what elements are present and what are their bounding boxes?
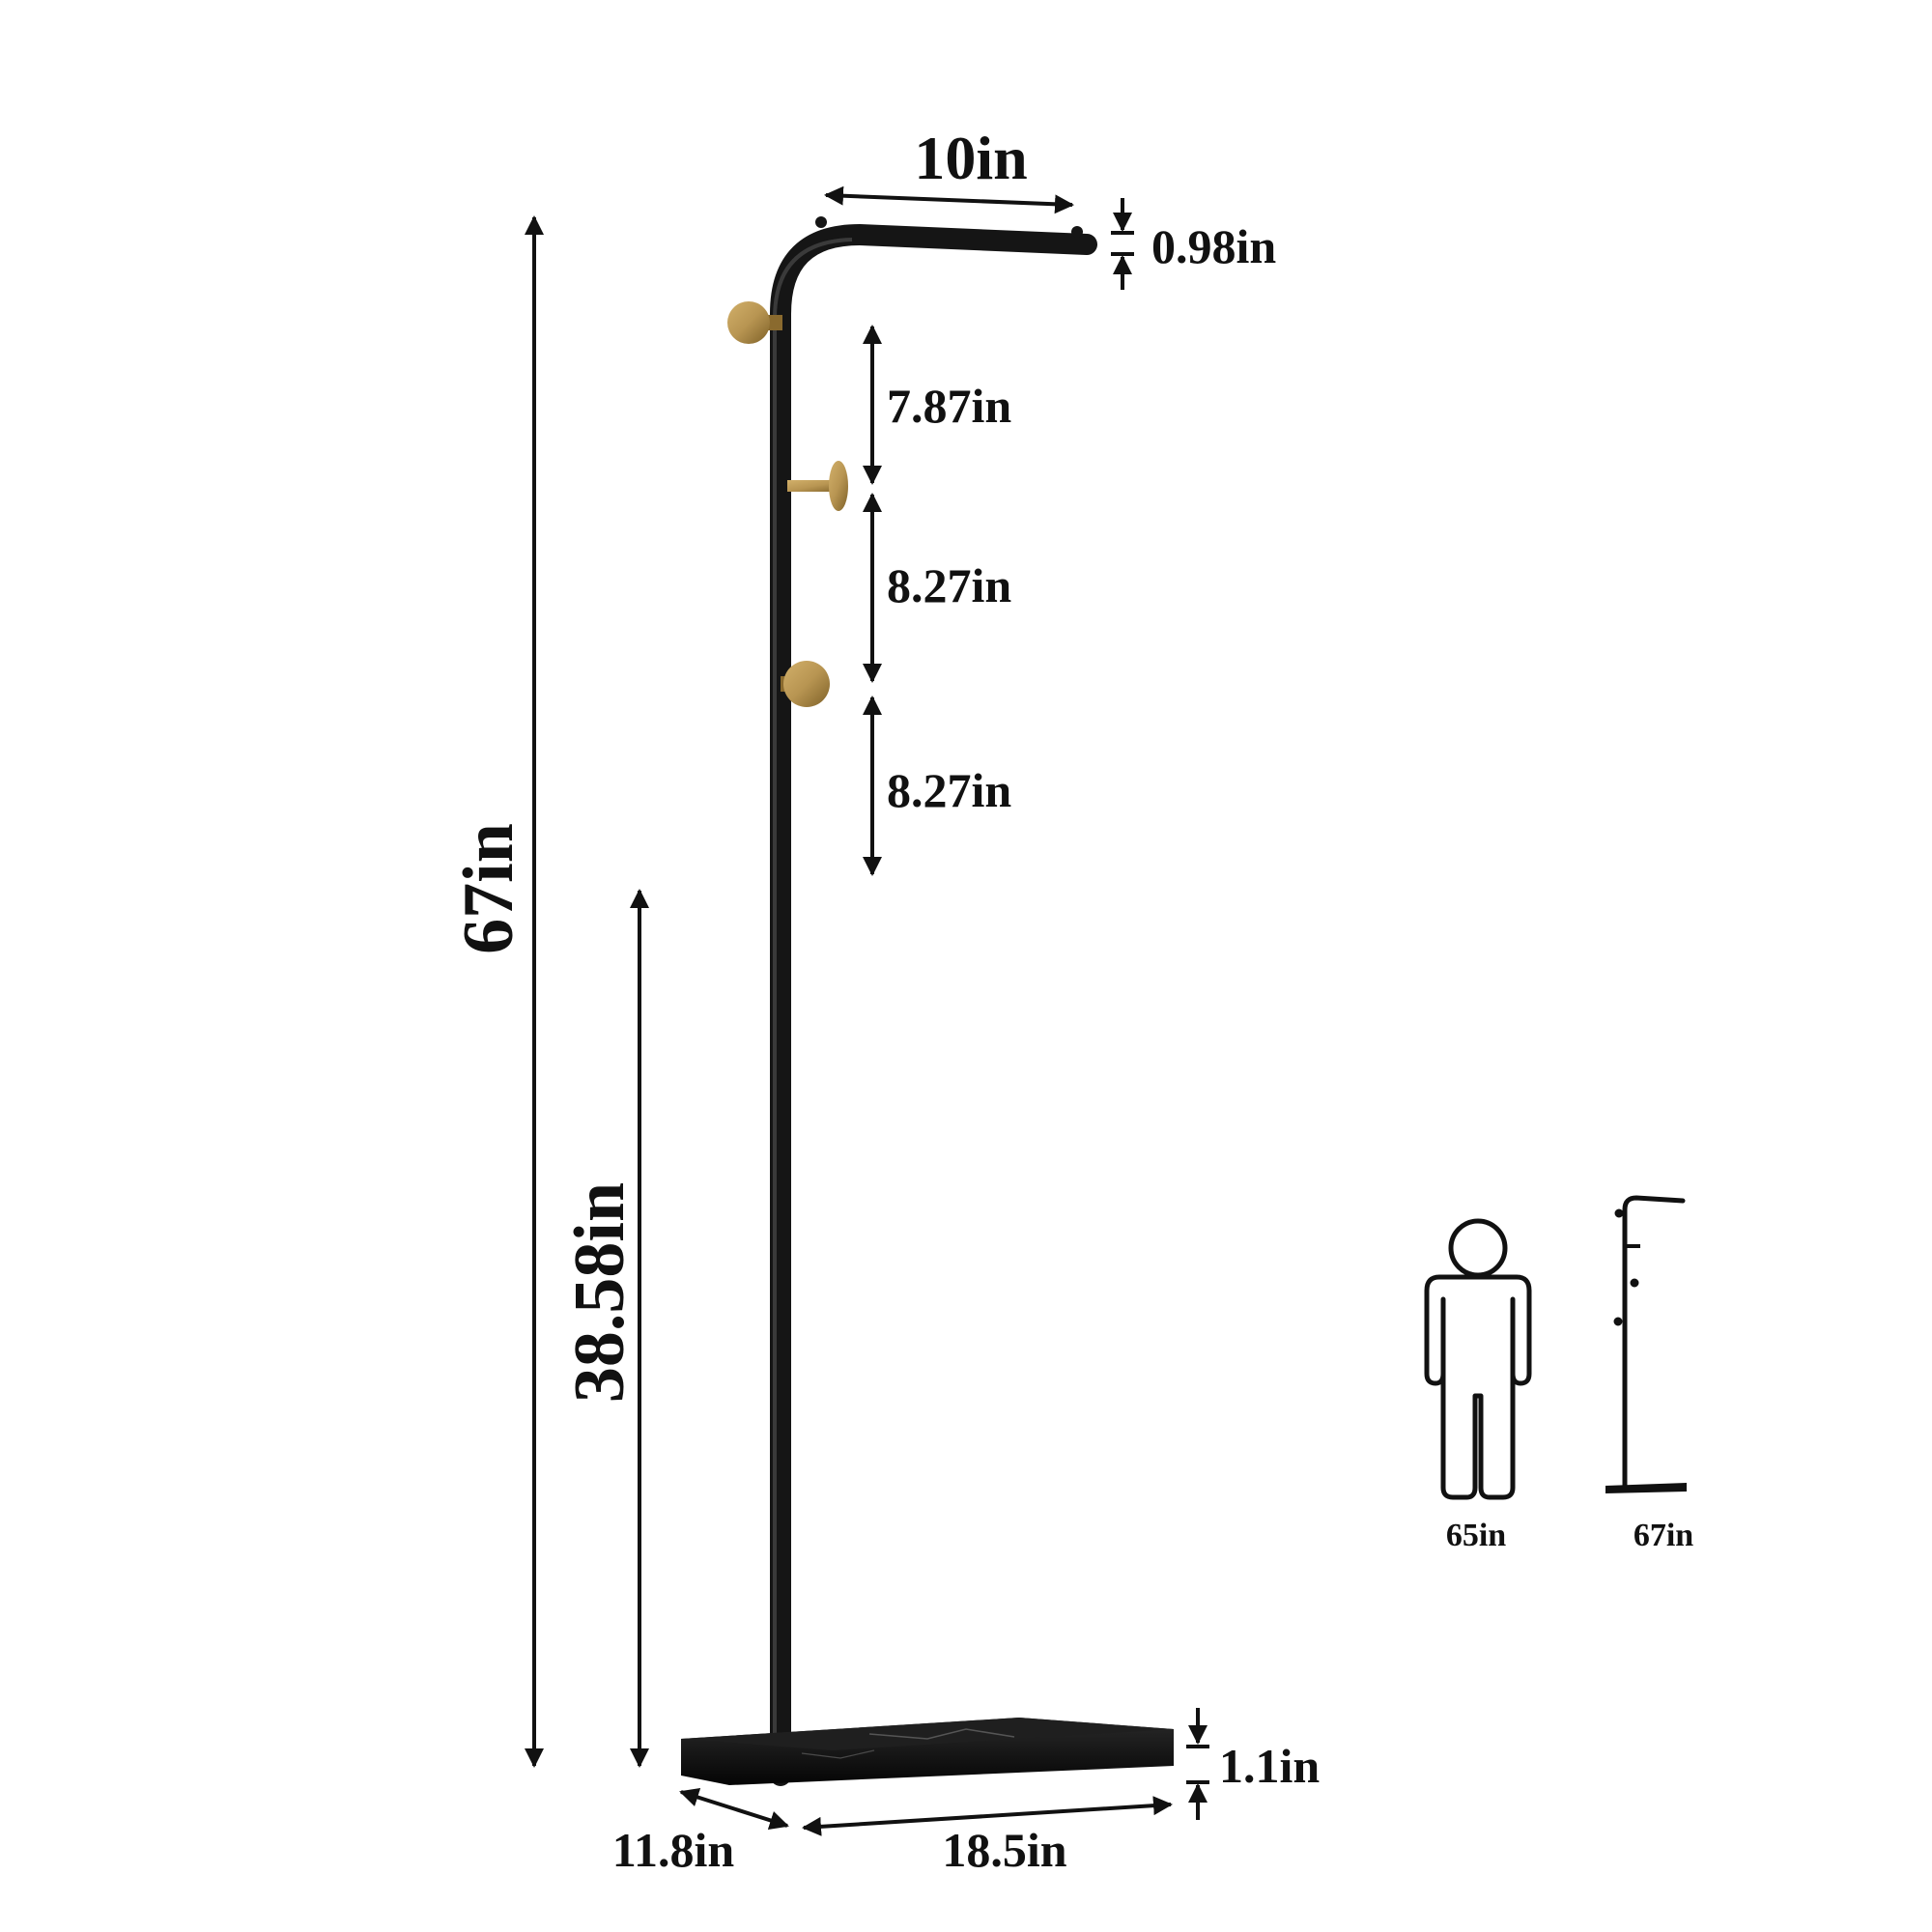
label-person-height: 65in: [1446, 1518, 1506, 1553]
arm-knob-left: [815, 216, 827, 228]
label-rack-height: 67in: [1634, 1518, 1693, 1553]
label-base-width: 18.5in: [942, 1823, 1066, 1877]
label-total-height: 67in: [449, 823, 528, 954]
rack-pole: [770, 224, 1097, 1786]
mini-coat-rack-icon: [1605, 1195, 1687, 1493]
rack-base: [681, 1718, 1174, 1785]
hook-middle: [787, 461, 848, 511]
label-hook-gap-1: 7.87in: [887, 379, 1011, 433]
arrow-base-depth: [679, 1787, 789, 1831]
label-hook-gap-3: 8.27in: [887, 763, 1011, 817]
label-arm-thickness: 0.98in: [1151, 219, 1276, 273]
coat-rack: [681, 216, 1174, 1786]
size-comparison: 65in 67in: [1424, 1195, 1693, 1553]
person-icon: [1424, 1218, 1532, 1500]
dimension-labels: 10in 0.98in 7.87in 8.27in 8.27in 67in 38…: [449, 124, 1320, 1877]
hook-bottom: [781, 661, 830, 707]
rack-pole-highlight: [773, 238, 853, 1768]
hook-top: [727, 301, 782, 344]
label-top-arm-length: 10in: [914, 124, 1027, 192]
dimension-arrows: [525, 185, 1209, 1836]
label-hook-gap-2: 8.27in: [887, 558, 1011, 612]
label-lower-height: 38.58in: [560, 1182, 639, 1403]
label-base-thickness: 1.1in: [1219, 1739, 1320, 1793]
arrow-top-arm: [824, 185, 1074, 214]
arrow-base-width: [802, 1796, 1173, 1836]
arm-knob-right: [1071, 226, 1083, 238]
label-base-depth: 11.8in: [612, 1823, 735, 1877]
